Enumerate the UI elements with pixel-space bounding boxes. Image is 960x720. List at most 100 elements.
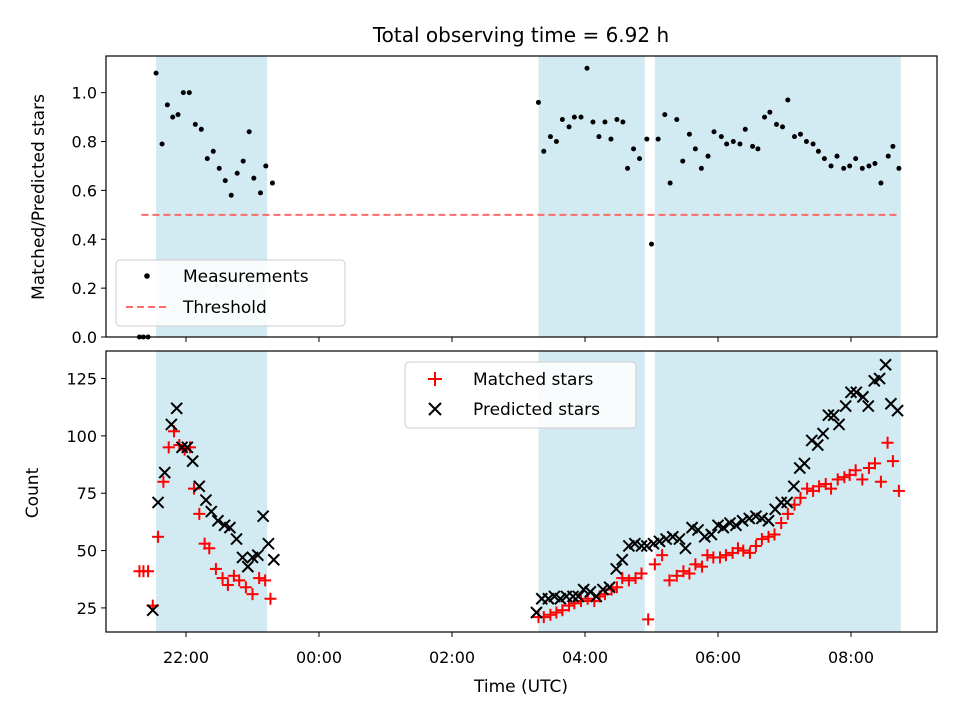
measurement-point <box>705 153 711 159</box>
measurement-point <box>896 165 902 171</box>
predicted-point <box>736 514 749 527</box>
predicted-point-b <box>530 606 543 619</box>
x-tick-label: 06:00 <box>695 648 741 667</box>
measurement-point <box>774 121 780 127</box>
measurement-point <box>571 114 577 120</box>
measurement-point <box>724 141 730 147</box>
matched-point <box>233 574 246 587</box>
measurement-point <box>828 163 834 169</box>
measurement-point <box>590 119 596 125</box>
y-tick-label: 125 <box>66 370 97 389</box>
matched-point <box>544 608 557 621</box>
measurement-point <box>614 117 620 123</box>
bottom-legend: Matched stars Predicted stars <box>404 361 637 429</box>
predicted-point <box>816 427 830 440</box>
y-tick-label: 50 <box>77 542 97 561</box>
measurement-point <box>620 119 626 125</box>
measurement-point <box>535 99 541 105</box>
predicted-point-b <box>743 512 756 525</box>
matched-point <box>253 572 266 585</box>
matched-point <box>239 581 252 594</box>
y-tick-label: 0.4 <box>72 230 97 249</box>
x-tick-label: 02:00 <box>429 648 475 667</box>
predicted-point-b <box>236 551 249 564</box>
predicted-point <box>628 537 642 550</box>
predicted-point <box>862 399 875 413</box>
predicted-point-b <box>181 441 194 454</box>
predicted-point-b <box>729 519 743 532</box>
predicted-point-b <box>603 581 616 594</box>
measurement-point <box>251 175 257 181</box>
predicted-point <box>698 530 711 544</box>
x-tick-label: 08:00 <box>828 648 874 667</box>
y-tick-label: 1.0 <box>72 84 97 103</box>
predicted-point <box>572 590 585 603</box>
predicted-point-b <box>175 441 189 454</box>
matched-point <box>209 562 222 575</box>
matched-point <box>892 484 905 497</box>
top-legend-box <box>115 259 346 327</box>
measurement-point <box>841 165 847 171</box>
predicted-point-b <box>596 583 610 596</box>
bottom-shaded-intervals <box>156 351 901 632</box>
predicted-point-b <box>844 386 858 399</box>
measurement-point <box>541 148 547 154</box>
predicted-point-b <box>218 519 231 532</box>
predicted-point <box>729 519 743 532</box>
predicted-point <box>873 372 886 385</box>
matched-point <box>689 558 702 571</box>
y-tick-label: 0.0 <box>72 328 97 347</box>
predicted-point-b <box>659 532 673 546</box>
predicted-point-b <box>711 519 725 532</box>
predicted-point-b <box>698 530 711 544</box>
predicted-point <box>596 583 610 596</box>
predicted-point <box>856 390 870 404</box>
shaded-interval <box>654 56 901 337</box>
predicted-point-b <box>749 509 763 523</box>
predicted-point <box>743 512 756 525</box>
shaded-interval <box>654 351 901 632</box>
predicted-point-b <box>816 427 830 440</box>
matched-point <box>264 592 277 605</box>
predicted-point-b <box>723 516 737 530</box>
legend-predicted-label: Predicted stars <box>473 400 600 420</box>
predicted-point <box>762 514 775 527</box>
measurement-point <box>186 90 192 96</box>
predicted-point-b <box>211 514 225 527</box>
predicted-point <box>844 386 858 399</box>
top-panel: 0.0 0.2 0.4 0.6 0.8 1.0 Matched/Predicted sta… <box>29 55 938 347</box>
predicted-point-b <box>811 438 824 452</box>
measurement-point <box>240 158 246 164</box>
predicted-point-b <box>798 457 811 470</box>
predicted-point <box>241 560 255 573</box>
matched-point <box>670 569 683 582</box>
predicted-point-b <box>267 553 280 566</box>
matched-point <box>656 549 669 562</box>
predicted-point <box>679 542 692 555</box>
measurement-point <box>553 139 559 145</box>
predicted-point-b <box>787 480 801 493</box>
measurement-point <box>853 156 859 162</box>
top-y-ticks: 0.0 0.2 0.4 0.6 0.8 1.0 <box>72 84 106 347</box>
measurement-point <box>263 163 269 169</box>
matched-point <box>749 539 762 552</box>
predicted-point <box>230 532 243 546</box>
predicted-point-b <box>884 397 898 410</box>
matched-point <box>677 565 690 578</box>
measurement-point <box>198 126 204 132</box>
predicted-point-b <box>827 409 840 422</box>
predicted-point-b <box>640 539 654 553</box>
predicted-point <box>798 457 811 470</box>
predicted-point-b <box>717 521 730 534</box>
shaded-interval <box>156 351 268 632</box>
bottom-axes-frame <box>105 350 938 633</box>
predicted-point-b <box>566 590 580 603</box>
matched-point <box>849 464 862 477</box>
matched-point <box>696 560 709 573</box>
predicted-point <box>640 539 654 553</box>
matched-point <box>556 604 569 617</box>
matched-point <box>642 613 655 626</box>
measurement-point <box>803 139 809 145</box>
predicted-point-b <box>691 523 705 537</box>
matched-point <box>768 528 781 541</box>
